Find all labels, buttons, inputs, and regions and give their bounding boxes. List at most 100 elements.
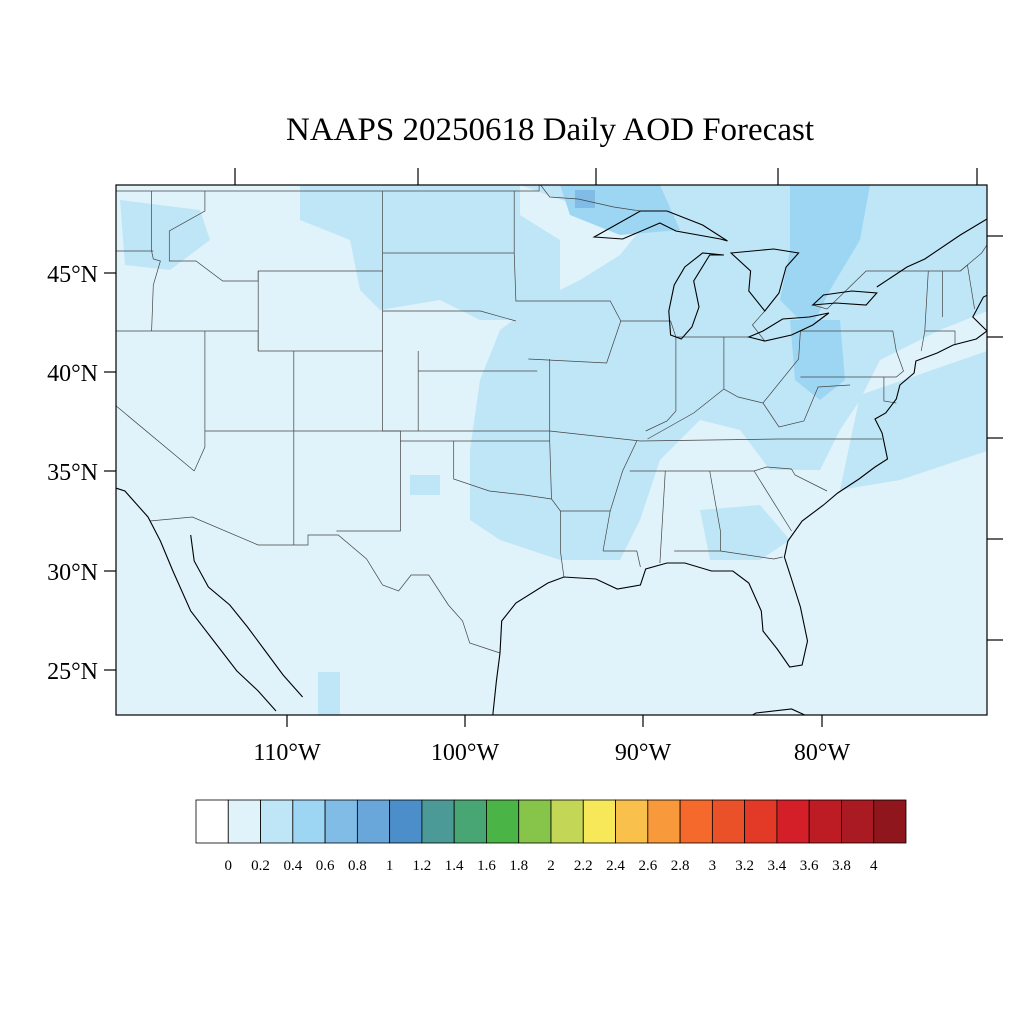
boundary-line-32 [762, 384, 851, 428]
boundary-line-34 [883, 377, 897, 404]
colorbar-swatch [453, 799, 487, 844]
boundary-line-5 [116, 250, 154, 252]
lat-label: 25°N [47, 659, 98, 685]
boundary-line-22 [602, 510, 611, 552]
coastlines [41, 205, 987, 715]
lat-label: 45°N [47, 262, 98, 288]
colorbar-tick-label: 0 [225, 858, 233, 874]
colorbar-tick-label: 0.4 [283, 858, 302, 874]
lon-label: 80°W [794, 740, 851, 766]
boundary-line-40 [751, 310, 766, 342]
gulf-of-california-coast [190, 534, 304, 698]
colorbar-tick-label: 1.8 [509, 858, 528, 874]
colorbar-swatch [486, 799, 520, 844]
colorbar-swatch [421, 799, 455, 844]
colorbar-swatch [647, 799, 681, 844]
lat-labels: 45°N 40°N 35°N 30°N 25°N [47, 262, 98, 685]
great-lake-outline-4 [811, 290, 878, 306]
page-title: NAAPS 20250618 Daily AOD Forecast [286, 112, 814, 148]
boundary-line-35 [920, 264, 975, 352]
mexico-east-coast [492, 652, 501, 715]
colorbar-tick-label: 1 [386, 858, 394, 874]
boundary-line-38 [960, 244, 987, 272]
boundary-line-21 [603, 550, 641, 568]
colorbar-swatch [324, 799, 358, 844]
great-lake-outline-2 [729, 248, 800, 312]
boundary-line-9 [193, 331, 206, 472]
boundary-line-29 [723, 330, 801, 404]
colorbar-swatch [808, 799, 842, 844]
west-coastline [116, 487, 277, 712]
colorbar-tick-label: 3 [709, 858, 717, 874]
great-lake-outline-3 [747, 312, 830, 342]
colorbar-tick-label: 2.2 [574, 858, 593, 874]
cuba-outline [751, 708, 807, 715]
colorbar-swatch [841, 799, 875, 844]
boundary-line-1 [149, 516, 501, 654]
aod-core-quebec [780, 185, 870, 330]
map-panel [41, 185, 987, 715]
colorbar-swatch [873, 799, 907, 844]
political-boundaries [116, 185, 987, 654]
colorbar-swatch [615, 799, 649, 844]
aod-plume-northern-plains [300, 185, 560, 320]
boundary-line-4 [116, 405, 195, 472]
colorbar-swatch [260, 799, 294, 844]
aod-core-mid-atlantic [790, 320, 845, 400]
aod-patch-southeast [700, 505, 790, 560]
boundary-line-36 [924, 330, 956, 345]
boundary-line-20 [560, 440, 638, 512]
boundary-line-23 [659, 470, 666, 564]
boundary-line-31 [647, 388, 725, 440]
boundary-line-2 [151, 191, 161, 332]
lon-labels: 110°W 100°W 90°W 80°W [253, 740, 850, 766]
colorbar-swatch [582, 799, 616, 844]
boundary-line-16 [453, 441, 552, 500]
aod-patch-mexico [318, 672, 340, 715]
lon-label: 90°W [615, 740, 672, 766]
colorbar-tick-label: 3.8 [832, 858, 851, 874]
colorbar-swatch [195, 799, 229, 844]
boundary-line-33 [800, 330, 904, 378]
boundary-line-26 [629, 466, 828, 492]
colorbar-swatch [356, 799, 391, 844]
great-lake-outline-1 [668, 252, 724, 340]
colorbar [195, 799, 907, 844]
boundary-line-0 [116, 185, 641, 212]
colorbar-tick-label: 1.4 [445, 858, 464, 874]
colorbar-labels: 0 0.2 0.4 0.6 0.8 1 1.2 1.4 1.6 1.8 2 2.2 2.4 2.6 2.8 3… [225, 858, 878, 874]
colorbar-tick-label: 1.6 [477, 858, 496, 874]
lon-label: 110°W [253, 740, 321, 766]
colorbar-swatch [776, 799, 810, 844]
colorbar-swatch [550, 799, 584, 844]
great-lake-outline-0 [592, 210, 728, 242]
colorbar-tick-label: 2.6 [638, 858, 657, 874]
aod-0.6-shading [560, 185, 870, 400]
aod-plume-atlantic [840, 351, 987, 490]
puget-sound [41, 205, 55, 231]
colorbar-swatch [679, 799, 713, 844]
map-ticks [104, 168, 1003, 727]
colorbar-swatch [744, 799, 778, 844]
boundary-line-18 [513, 191, 622, 364]
colorbar-tick-label: 4 [870, 858, 878, 874]
colorbar-swatch [227, 799, 261, 844]
colorbar-tick-label: 3.2 [735, 858, 754, 874]
colorbar-tick-label: 2.4 [606, 858, 625, 874]
boundary-line-24 [674, 470, 721, 552]
colorbar-tick-label: 0.2 [251, 858, 270, 874]
aod-patch-northwest [120, 200, 210, 270]
boundary-line-27 [753, 470, 792, 532]
colorbar-swatch [518, 799, 552, 844]
boundary-line-25 [720, 550, 783, 560]
colorbar-tick-label: 3.4 [768, 858, 787, 874]
colorbar-tick-label: 0.8 [348, 858, 367, 874]
map-frame [115, 184, 988, 716]
boundary-line-39 [812, 270, 929, 310]
colorbar-tick-label: 2 [547, 858, 555, 874]
aod-core-spot-1 [575, 190, 595, 208]
lon-label: 100°W [431, 740, 500, 766]
colorbar-tick-label: 2.8 [671, 858, 690, 874]
colorbar-swatch [711, 799, 746, 844]
